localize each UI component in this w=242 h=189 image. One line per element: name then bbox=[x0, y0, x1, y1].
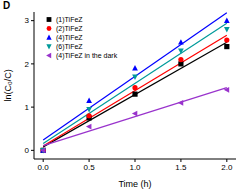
html-text:(6)TiFeZ: (6)TiFeZ bbox=[56, 43, 83, 50]
html-text:(4)TiFeZ: (4)TiFeZ bbox=[56, 34, 83, 41]
html-text:(1)TiFeZ: (1)TiFeZ bbox=[56, 16, 83, 23]
svg-text:0.0: 0.0 bbox=[38, 163, 50, 172]
html-text:D: D bbox=[3, 0, 11, 11]
svg-text:3: 3 bbox=[25, 16, 30, 25]
html-text:(4)TiFeZ in the dark: (4)TiFeZ in the dark bbox=[56, 52, 118, 59]
svg-text:2.0: 2.0 bbox=[221, 163, 233, 172]
svg-text:Time (h): Time (h) bbox=[118, 179, 151, 189]
svg-text:1: 1 bbox=[25, 103, 30, 112]
svg-text:0: 0 bbox=[25, 146, 30, 155]
html-text:(2)TiFeZ: (2)TiFeZ bbox=[56, 25, 83, 32]
svg-text:2: 2 bbox=[25, 60, 30, 69]
svg-text:0.5: 0.5 bbox=[84, 163, 96, 172]
svg-text:1.0: 1.0 bbox=[129, 163, 141, 172]
svg-text:ln(C₀/C): ln(C₀/C) bbox=[8, 69, 13, 101]
svg-text:1.5: 1.5 bbox=[175, 163, 187, 172]
